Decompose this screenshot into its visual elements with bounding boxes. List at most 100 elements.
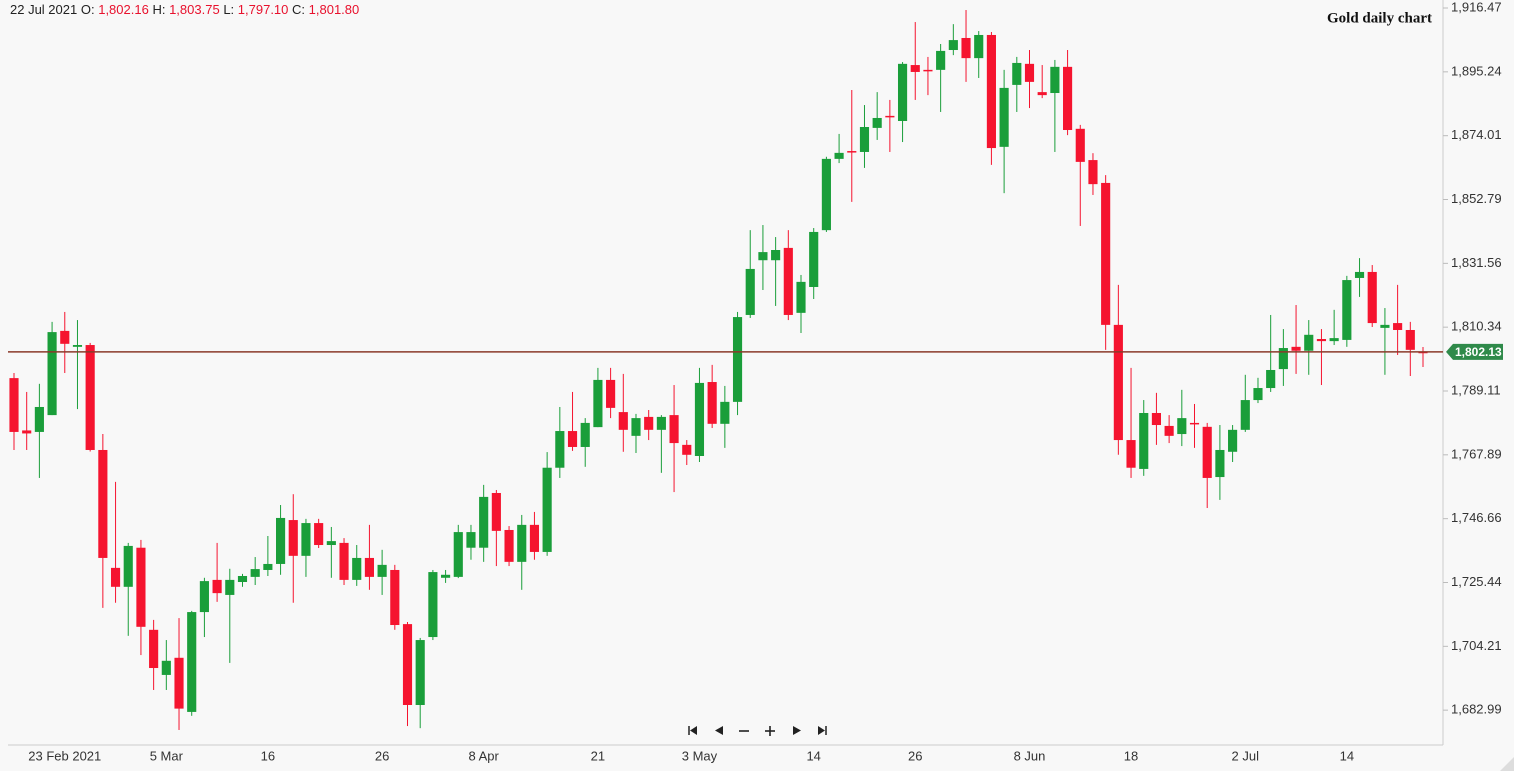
nav-next[interactable] [789, 724, 803, 738]
candle-body [364, 557, 374, 577]
candle-body [821, 158, 831, 231]
header-field-name: L: [223, 2, 235, 17]
x-tick-label: 14 [1340, 748, 1354, 763]
candle-body [504, 529, 514, 562]
candle-body [479, 496, 489, 548]
candle-body [783, 247, 793, 315]
candle-body [1228, 429, 1238, 452]
y-tick-label: 1,704.21 [1451, 638, 1502, 653]
candle-body [1380, 324, 1390, 328]
x-tick-label: 18 [1124, 748, 1138, 763]
candle-body [1113, 324, 1123, 441]
candle-body [745, 268, 755, 315]
y-tick-label: 1,916.47 [1451, 0, 1502, 14]
x-tick-label: 8 Jun [1014, 748, 1046, 763]
candle-body [517, 524, 527, 562]
candle-body [263, 563, 273, 570]
header-field-value: 1,801.80 [308, 2, 360, 17]
candle-body [453, 532, 463, 577]
header-field-value: 1,797.10 [237, 2, 289, 17]
candle-body [1050, 66, 1060, 94]
candle-body [631, 418, 641, 436]
candle-body [593, 379, 603, 428]
candle-body [1202, 426, 1212, 478]
candle-body [1367, 271, 1377, 324]
candle-body [1316, 339, 1327, 342]
y-tick-label: 1,852.79 [1451, 191, 1502, 206]
nav-zoom-in[interactable] [763, 724, 777, 738]
candle-body [1088, 160, 1098, 185]
candle-body [1063, 66, 1073, 131]
candle-body [1037, 92, 1047, 96]
candle-body [1075, 128, 1085, 162]
candle-body [936, 50, 946, 70]
candle-body [1151, 412, 1162, 426]
candle-body [1266, 369, 1276, 389]
candle-body [809, 231, 819, 287]
x-tick-label: 26 [908, 748, 922, 763]
candle-body [428, 572, 438, 638]
candle-body [402, 624, 413, 706]
header-date: 22 Jul 2021 [10, 2, 78, 17]
candle-body [872, 117, 882, 128]
candle-body [34, 406, 44, 432]
candle-body [136, 547, 146, 627]
candle-body [326, 541, 336, 546]
candle-body [694, 382, 705, 456]
header-field-name: O: [80, 2, 95, 17]
candle-body [123, 545, 133, 587]
candle-body [618, 412, 628, 430]
candle-body [1215, 449, 1225, 478]
candle-body [555, 431, 565, 468]
plot-area [9, 10, 1428, 730]
candle-body [85, 345, 95, 450]
candle-body [9, 378, 19, 432]
candle-body [110, 567, 121, 587]
header-field-name: C: [292, 2, 306, 17]
candle-body [923, 69, 933, 72]
candle-body [1342, 280, 1352, 340]
candle-body [1405, 329, 1415, 350]
candle-body [466, 532, 476, 548]
candle-body [161, 660, 171, 675]
x-tick-label: 21 [591, 748, 605, 763]
candle-body [339, 542, 349, 580]
nav-last[interactable] [815, 724, 829, 738]
header-field-name: H: [152, 2, 166, 17]
candle-body [1354, 271, 1365, 278]
candle-body [72, 345, 83, 347]
nav-buttons [686, 724, 829, 738]
candle-body [758, 252, 768, 261]
candle-body [212, 579, 222, 594]
x-tick-label: 14 [806, 748, 820, 763]
y-tick-label: 1,746.66 [1451, 510, 1502, 525]
last-price-tag [1446, 343, 1503, 360]
x-tick-label: 26 [375, 748, 389, 763]
candle-body [1189, 422, 1200, 425]
x-tick-label: 2 Jul [1232, 748, 1260, 763]
candle-body [834, 152, 844, 159]
candle-body [1240, 400, 1250, 430]
nav-zoom-out[interactable] [737, 724, 751, 738]
candle-body [288, 520, 298, 556]
candle-body [314, 523, 324, 546]
y-tick-label: 1,895.24 [1451, 63, 1502, 78]
candle-body [98, 449, 108, 558]
candle-body [529, 524, 540, 552]
candle-body [415, 640, 425, 706]
candle-body [1101, 182, 1111, 325]
candle-body [149, 629, 159, 669]
nav-first[interactable] [686, 724, 700, 738]
candle-body [491, 492, 501, 531]
candle-body [60, 330, 70, 344]
candle-body [390, 569, 400, 626]
nav-prev[interactable] [711, 724, 725, 738]
candle-body [1177, 418, 1187, 435]
candle-body [275, 517, 286, 564]
candle-body [301, 523, 311, 556]
candle-body [859, 126, 870, 152]
x-tick-label: 23 Feb 2021 [28, 748, 101, 763]
candle-body [237, 575, 248, 583]
